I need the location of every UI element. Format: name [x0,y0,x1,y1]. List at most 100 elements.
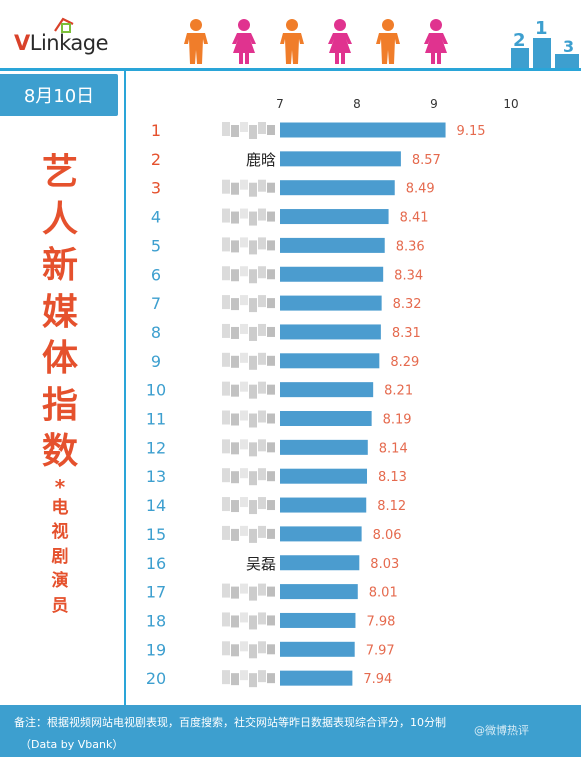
rank-label: 19 [146,640,166,659]
pixelated-name-mask [222,179,275,197]
value-label: 8.32 [393,297,422,312]
bar [280,497,367,513]
podium-icon: 2 1 3 [511,18,579,70]
header-divider [0,68,581,71]
value-label: 8.13 [378,470,407,485]
pixelated-name-mask [222,208,275,226]
pixelated-name-mask [222,497,275,515]
rank-label: 1 [151,121,161,140]
vertical-title: 艺 人 新 媒 体 指 数 * 电 视 剧 演 员 [30,150,90,618]
bar [280,526,362,542]
pixelated-name-mask [222,323,275,341]
subtitle-char: 电 [51,497,69,518]
value-label: 7.97 [366,643,395,658]
title-char: 体 [41,338,78,379]
bar [280,266,384,282]
subtitle-char: 剧 [51,546,69,567]
podium-number-1: 1 [535,18,548,39]
rank-label: 9 [151,352,161,371]
pixelated-name-mask [222,439,275,457]
value-label: 8.19 [383,413,412,428]
value-label: 8.36 [396,239,425,254]
people-icons [184,19,448,64]
rank-label: 20 [146,669,166,688]
vlinkage-logo: VLinkage [14,31,109,55]
subtitle-char: 演 [51,571,69,591]
x-tick-label: 10 [503,97,518,111]
pixelated-name-mask [222,468,275,486]
title-char: 人 [41,198,78,240]
pixelated-name-mask [222,670,275,688]
rank-label: 3 [151,179,161,198]
x-tick-label: 8 [353,97,361,111]
bar [280,122,446,138]
pixelated-name-mask [222,237,275,255]
value-label: 7.94 [363,672,392,687]
podium-number-2: 2 [513,30,526,51]
logo-rest: Linkage [29,31,109,55]
footer-source: （Data by Vbank） [20,738,124,751]
title-char: 媒 [41,291,78,333]
title-star: * [54,474,66,499]
female-person-icon [328,19,352,64]
pixelated-name-mask [222,525,275,543]
title-char: 艺 [41,152,78,193]
bar [280,468,368,484]
rank-label: 8 [151,323,161,342]
male-person-icon [376,19,400,64]
subtitle-char: 视 [51,522,69,542]
rank-label: 6 [151,265,161,284]
bar [280,324,381,340]
title-char: 数 [41,431,78,472]
logo-mark-icon [54,17,74,33]
title-char: 新 [41,245,78,286]
bar [280,411,372,426]
date-badge: 8月10日 [0,74,118,116]
pixelated-name-mask [222,612,275,630]
rank-label: 17 [146,583,166,602]
pixelated-name-mask [222,583,275,601]
rank-label: 15 [146,525,166,544]
rank-label: 13 [146,467,166,486]
category-label: 吴磊 [246,555,276,573]
rank-label: 4 [151,208,161,227]
bar [280,641,355,657]
value-label: 7.98 [366,614,395,629]
pixelated-name-mask [222,352,275,370]
bar [280,670,353,686]
bar [280,584,358,600]
pixelated-name-mask [222,295,275,313]
bar [280,237,385,253]
bar [280,209,389,225]
value-label: 8.03 [370,557,399,572]
value-label: 8.21 [384,384,413,399]
value-label: 8.12 [377,499,406,514]
value-label: 9.15 [457,124,486,139]
value-label: 8.49 [406,182,435,197]
value-label: 8.01 [369,586,398,601]
value-label: 8.29 [390,355,419,370]
value-label: 8.34 [394,268,423,283]
bar [280,382,374,398]
rank-label: 16 [146,554,166,573]
rank-label: 10 [146,381,166,400]
bar [280,439,368,455]
rank-label: 5 [151,236,161,255]
pixelated-name-mask [222,641,275,659]
footer-note: 备注：根据视频网站电视剧表现，百度搜索，社交网站等昨日数据表现综合评分，10分制 [14,716,446,729]
pixelated-name-mask [222,266,275,284]
x-tick-label: 9 [430,97,438,111]
pixelated-name-mask [222,410,275,428]
left-column [0,71,124,704]
bar [280,180,395,196]
rank-label: 14 [146,496,166,515]
female-person-icon [232,19,256,64]
female-person-icon [424,19,448,64]
rank-label: 12 [146,438,166,457]
value-label: 8.06 [373,528,402,543]
x-tick-label: 7 [276,97,284,111]
value-label: 8.14 [379,441,408,456]
logo-v: V [14,31,30,55]
bar [280,353,380,369]
value-label: 8.41 [400,211,429,226]
